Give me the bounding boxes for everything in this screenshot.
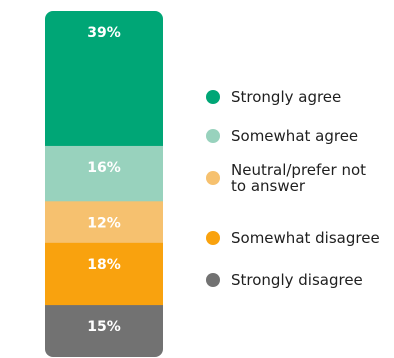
bar-segment-somewhat-disagree — [45, 242, 163, 306]
legend-label-line: Strongly agree — [231, 88, 341, 106]
segment-label-neutral-prefer-not-to-answer: 12% — [87, 215, 121, 231]
legend: Strongly agree Somewhat agree Neutral/pref… — [206, 88, 380, 289]
stacked-bar — [45, 11, 163, 357]
legend-label-line: Somewhat agree — [231, 127, 358, 145]
bar-segment-neutral-prefer-not-to-answer — [45, 201, 163, 244]
legend-label-line: to answer — [231, 177, 306, 195]
segment-label-somewhat-disagree: 18% — [87, 257, 121, 273]
legend-label-strongly-agree: Strongly agree — [231, 88, 341, 106]
legend-label-somewhat-agree: Somewhat agree — [231, 127, 358, 145]
legend-marker-somewhat-agree — [206, 129, 220, 143]
legend-label-somewhat-disagree: Somewhat disagree — [231, 229, 380, 247]
segment-label-strongly-agree: 39% — [87, 25, 121, 41]
legend-marker-somewhat-disagree — [206, 231, 220, 245]
legend-label-line: Somewhat disagree — [231, 229, 380, 247]
legend-label-strongly-disagree: Strongly disagree — [231, 271, 363, 289]
bar-segment-somewhat-agree — [45, 145, 163, 202]
segment-label-strongly-disagree: 15% — [87, 319, 121, 335]
legend-item-somewhat-disagree: Somewhat disagree — [206, 229, 380, 247]
segment-labels: 39% 16% 12% 18% 15% — [87, 25, 121, 335]
legend-label-line: Neutral/prefer not — [231, 161, 366, 179]
legend-label-neutral-prefer-not-to-answer: Neutral/prefer not to answer — [231, 161, 366, 195]
legend-item-strongly-agree: Strongly agree — [206, 88, 341, 106]
legend-label-line: Strongly disagree — [231, 271, 363, 289]
legend-marker-strongly-disagree — [206, 273, 220, 287]
legend-item-strongly-disagree: Strongly disagree — [206, 271, 363, 289]
legend-marker-neutral-prefer-not-to-answer — [206, 171, 220, 185]
legend-item-somewhat-agree: Somewhat agree — [206, 127, 358, 145]
bar-segment-strongly-disagree — [45, 305, 163, 357]
bar-segment-strongly-agree — [45, 11, 163, 147]
legend-marker-strongly-agree — [206, 90, 220, 104]
legend-item-neutral-prefer-not-to-answer: Neutral/prefer not to answer — [206, 161, 366, 195]
segment-label-somewhat-agree: 16% — [87, 160, 121, 176]
